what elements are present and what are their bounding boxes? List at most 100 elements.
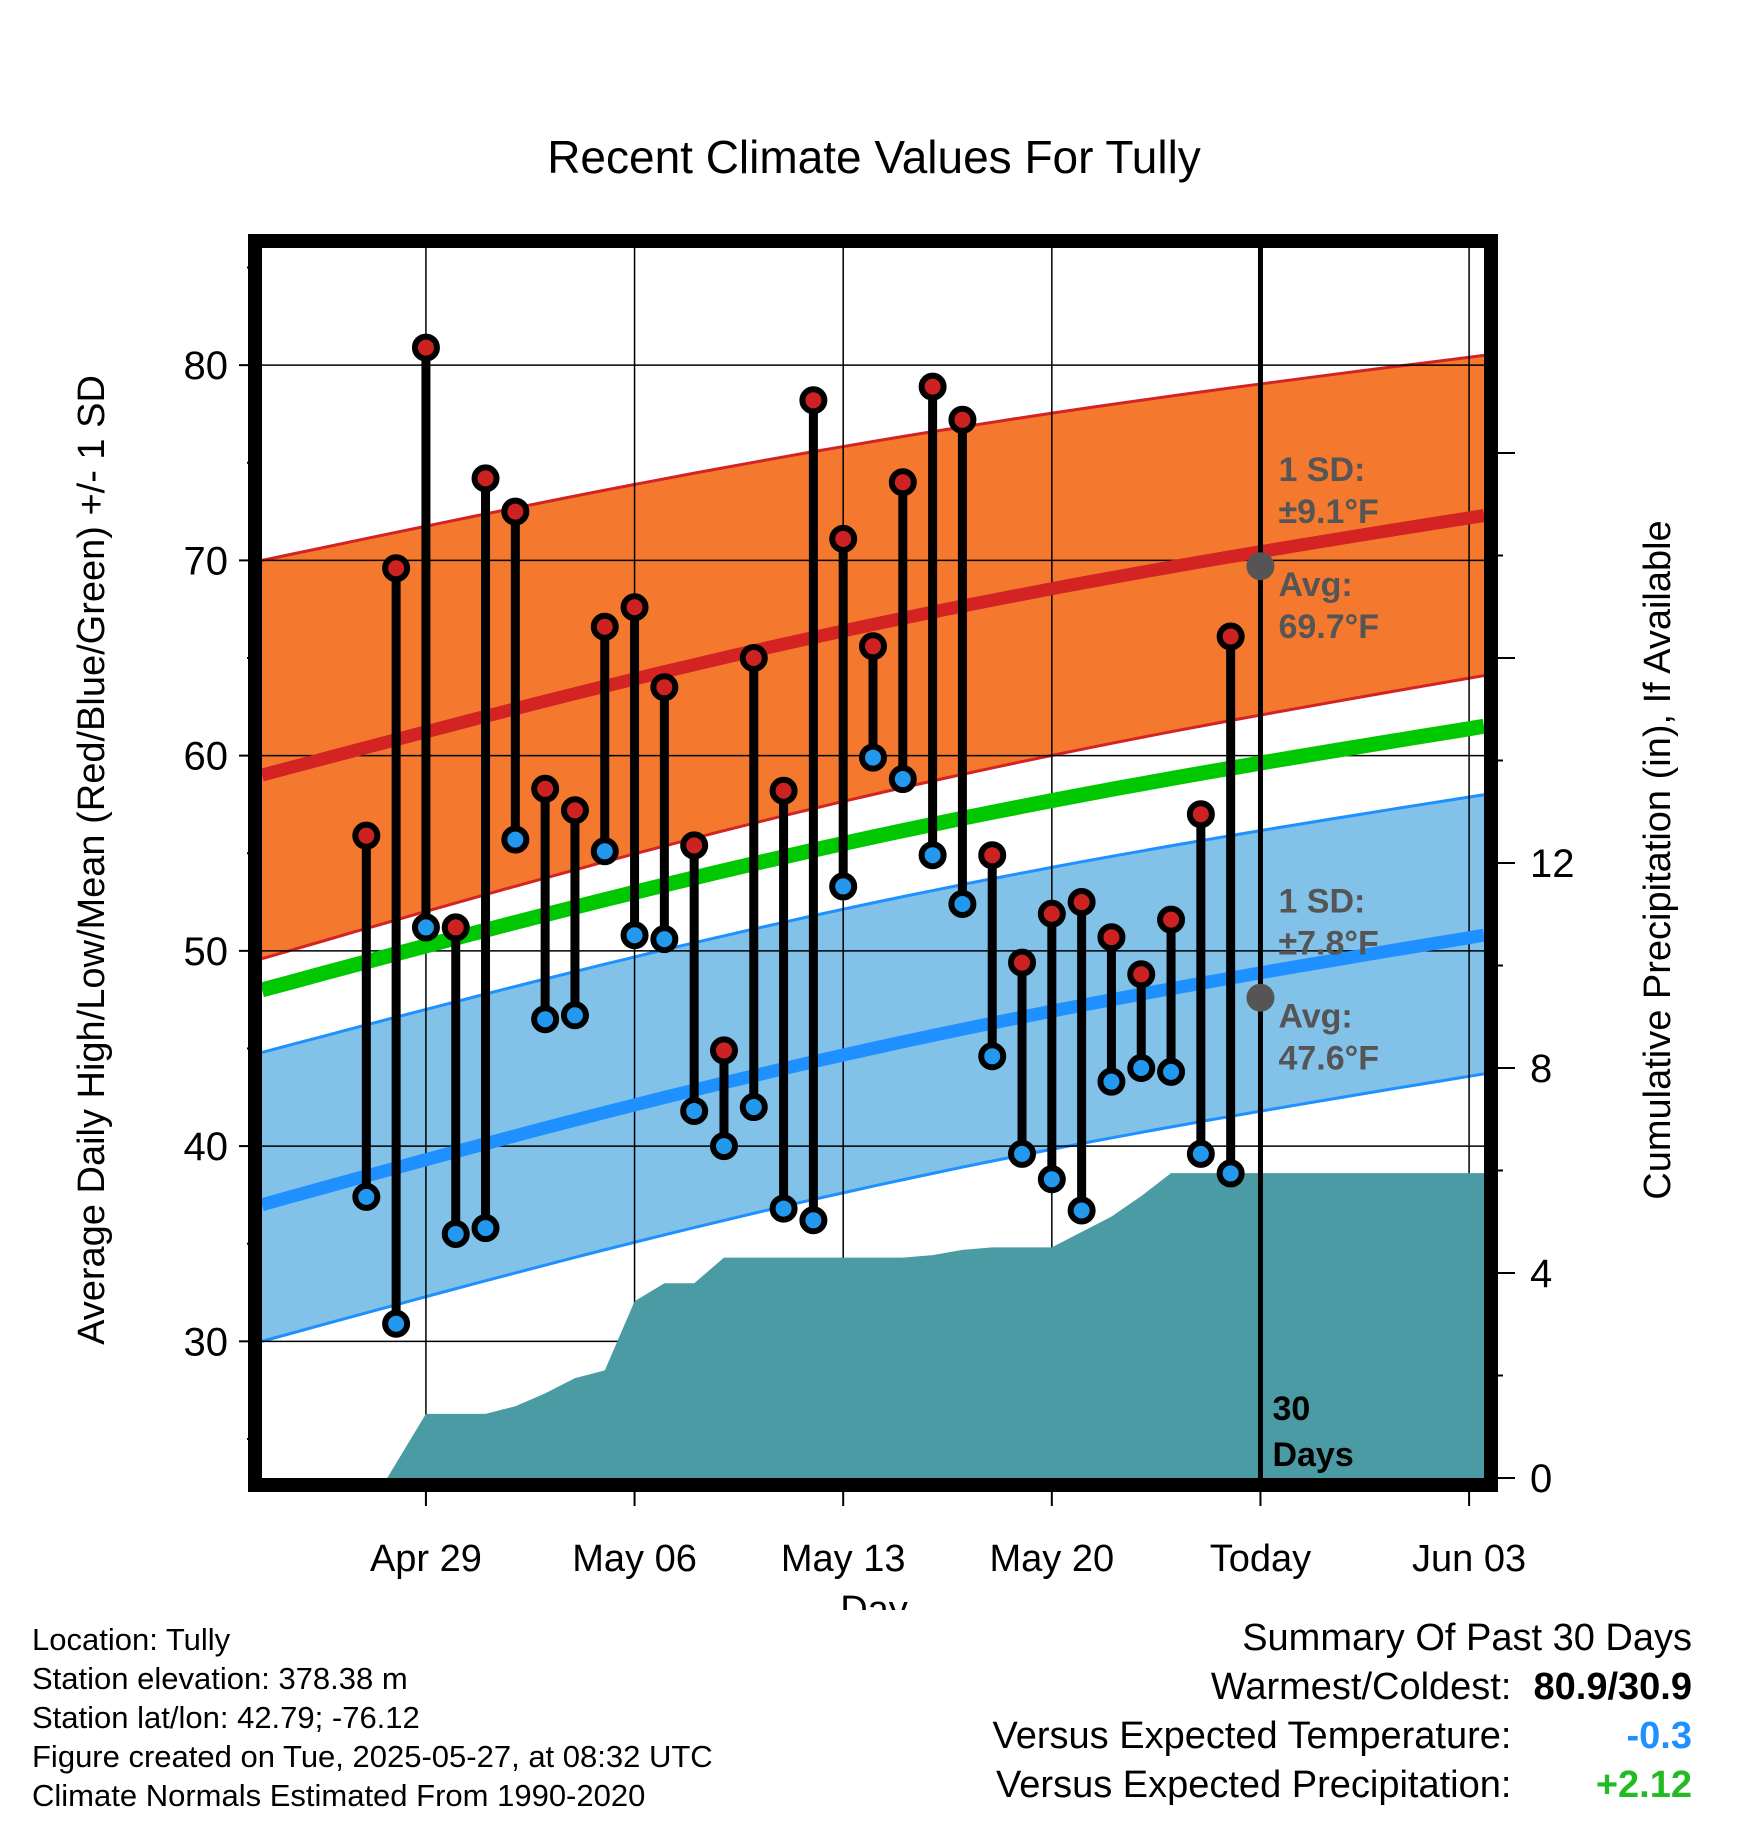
daily-high-point (471, 464, 500, 493)
daily-high-point (888, 468, 917, 497)
x-tick-label: Apr 29 (370, 1538, 482, 1580)
low-upper-line (262, 793, 1484, 1054)
daily-high-point (590, 612, 619, 641)
created-text: Figure created on Tue, 2025-05-27, at 08… (32, 1739, 713, 1774)
daily-high-point (799, 386, 828, 415)
daily-high-point (1008, 948, 1037, 977)
x-tick-label: May 20 (990, 1538, 1115, 1580)
high-avg-value: 69.7°F (1278, 608, 1379, 646)
y-axis-label-left: Average Daily High/Low/Mean (Red/Blue/Gr… (71, 375, 113, 1345)
y-tick-label: 60 (184, 735, 229, 779)
daily-low-point (1186, 1139, 1215, 1168)
days-label-number: 30 (1272, 1390, 1310, 1428)
y-axis-label-right: Cumulative Precipitation (in), If Availa… (1637, 520, 1679, 1199)
summary-panel: Summary Of Past 30 Days Warmest/Coldest:… (993, 1614, 1692, 1810)
x-tick-label: Today (1210, 1538, 1311, 1580)
chart-title: Recent Climate Values For Tully (547, 131, 1201, 183)
daily-low-point (1127, 1054, 1156, 1082)
daily-high-point (680, 831, 709, 860)
daily-high-point (1186, 800, 1215, 829)
y-tick-label: 80 (184, 344, 229, 388)
summary-precipitation: Versus Expected Precipitation: +2.12 (993, 1761, 1692, 1810)
daily-high-point (948, 405, 977, 434)
daily-high-point (1216, 622, 1245, 651)
daily-low-point (680, 1096, 709, 1125)
high-avg-line (262, 509, 1484, 782)
daily-low-point (411, 913, 440, 942)
daily-high-point (829, 524, 858, 553)
high-sd-value: ±9.1°F (1278, 493, 1378, 531)
daily-low-point (799, 1206, 828, 1235)
low-avg-line (262, 928, 1484, 1211)
y-right-tick-label: 0 (1530, 1457, 1552, 1501)
y-tick-label: 40 (184, 1125, 229, 1169)
low-avg-today-marker (1246, 983, 1275, 1012)
daily-high-point (501, 497, 530, 526)
summary-warmest-coldest: Warmest/Coldest: 80.9/30.9 (993, 1663, 1692, 1712)
y-right-tick-label: 8 (1530, 1047, 1552, 1091)
climate-chart: Recent Climate Values For Tully 1 SD: ±9.… (71, 131, 1679, 1610)
daily-low-point (590, 837, 619, 866)
plot-area: 1 SD: ±9.1°F Avg: 69.7°F 1 SD: ±7.8°F Avg: 47.6… (184, 234, 1575, 1580)
location-text: Location: Tully (32, 1622, 231, 1657)
y-tick-label: 30 (184, 1320, 229, 1364)
daily-high-point (1097, 923, 1126, 952)
low-sd-label: 1 SD: (1278, 883, 1365, 921)
low-avg-value: 47.6°F (1278, 1040, 1379, 1078)
warmest-coldest-value: 80.9/30.9 (1533, 1666, 1692, 1708)
daily-low-point (382, 1309, 411, 1338)
daily-low-point (769, 1194, 798, 1223)
daily-low-point (918, 841, 947, 870)
daily-high-point (560, 796, 589, 825)
daily-low-point (829, 872, 858, 901)
daily-high-point (1037, 899, 1066, 928)
daily-low-point (948, 890, 977, 918)
daily-high-point (709, 1036, 738, 1065)
high-lower-line (262, 674, 1484, 961)
precip-area (262, 1173, 1484, 1478)
daily-low-point (978, 1042, 1007, 1071)
x-tick-label: May 06 (572, 1538, 697, 1580)
daily-low-point (709, 1132, 738, 1161)
daily-low-point (501, 825, 530, 854)
daily-low-point (1067, 1196, 1096, 1225)
daily-high-point (978, 841, 1007, 870)
y-right-tick-label: 12 (1530, 842, 1575, 886)
daily-high-point (620, 593, 649, 622)
daily-low-point (1157, 1057, 1186, 1086)
low-avg-label: Avg: (1278, 998, 1352, 1036)
daily-high-point (411, 333, 440, 362)
temperature-value: -0.3 (1626, 1715, 1692, 1757)
high-avg-label: Avg: (1278, 566, 1352, 604)
high-sd-label: 1 SD: (1278, 451, 1365, 489)
daily-low-point (650, 925, 679, 954)
x-tick-label: May 13 (781, 1538, 906, 1580)
daily-low-point (1216, 1159, 1245, 1188)
y-tick-label: 50 (184, 930, 229, 974)
temperature-label: Versus Expected Temperature: (992, 1715, 1512, 1757)
daily-low-point (620, 921, 649, 950)
precipitation-value: +2.12 (1595, 1764, 1692, 1806)
daily-high-point (769, 776, 798, 805)
daily-low-point (531, 1005, 560, 1034)
daily-high-point (352, 821, 381, 850)
summary-temperature: Versus Expected Temperature: -0.3 (993, 1712, 1692, 1761)
station-info: Location: Tully Station elevation: 378.3… (32, 1620, 713, 1815)
daily-high-point (1067, 888, 1096, 917)
daily-high-point (739, 644, 768, 672)
elevation-text: Station elevation: 378.38 m (32, 1661, 408, 1696)
high-avg-today-marker (1246, 552, 1275, 581)
daily-high-point (441, 913, 470, 942)
low-sd-value: ±7.8°F (1278, 925, 1378, 963)
daily-low-point (888, 765, 917, 794)
daily-high-point (650, 673, 679, 702)
daily-high-point (859, 632, 887, 661)
summary-title: Summary Of Past 30 Days (1242, 1617, 1692, 1659)
daily-high-point (1157, 905, 1186, 934)
high-upper-line (262, 353, 1484, 562)
daily-low-point (560, 1001, 589, 1030)
normals-text: Climate Normals Estimated From 1990-2020 (32, 1778, 646, 1813)
daily-low-point (1097, 1067, 1126, 1096)
plot-inner (262, 248, 1484, 1478)
daily-low-point (352, 1182, 381, 1211)
